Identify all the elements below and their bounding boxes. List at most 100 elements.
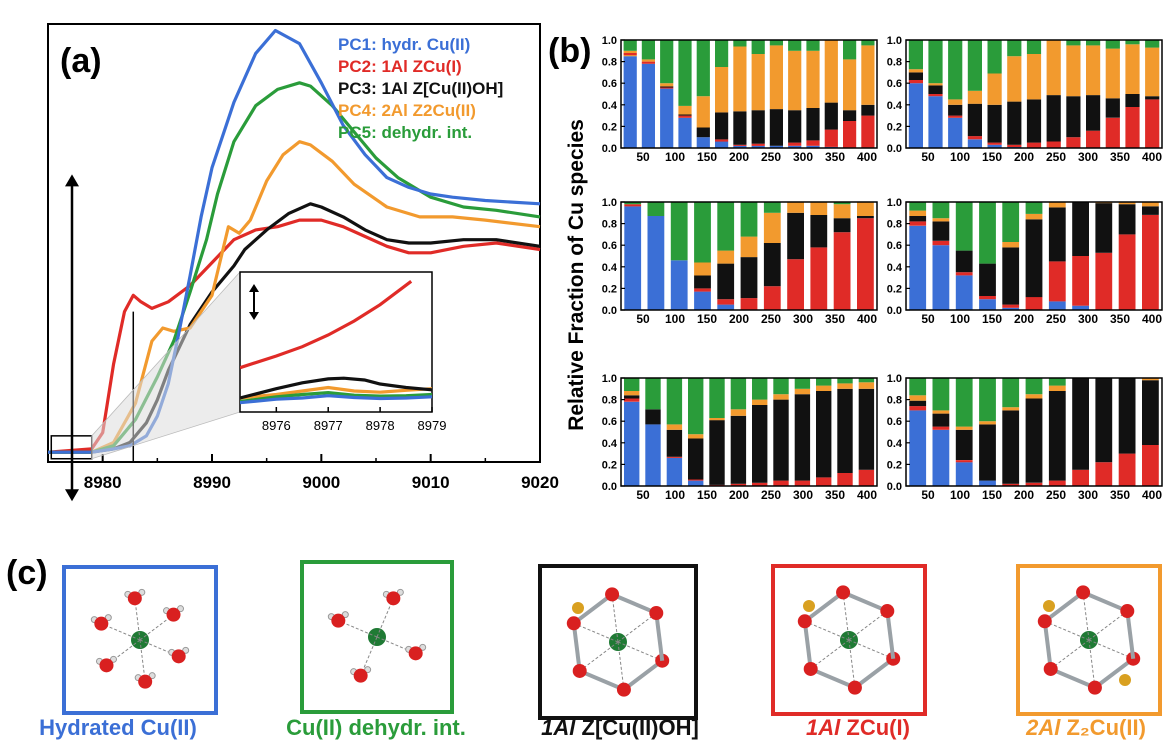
- bar-segment-pc4: [788, 50, 802, 111]
- bar-segment-pc1: [717, 304, 735, 310]
- bar-segment-pc4: [1007, 56, 1022, 102]
- x-tick-label: 50: [636, 150, 650, 164]
- bar-segment-pc3: [1002, 247, 1020, 305]
- y-tick-label: 0.0: [887, 305, 902, 317]
- bar-segment-pc1: [909, 410, 927, 486]
- x-tick-label: 8990: [193, 473, 231, 492]
- bar-segment-pc2: [861, 115, 875, 148]
- bar-segment-pc5: [740, 202, 758, 237]
- aluminum-atom: [572, 602, 584, 614]
- x-tick-label: 250: [1046, 150, 1066, 164]
- bar-segment-pc3: [1046, 95, 1061, 142]
- bar-segment-pc3: [824, 102, 838, 130]
- bar-segment-pc3: [1025, 219, 1043, 298]
- bar-segment-pc5: [1105, 40, 1120, 49]
- bar-segment-pc5: [647, 202, 665, 216]
- bar-segment-pc2: [1145, 99, 1160, 148]
- x-tick-label: 300: [793, 488, 813, 502]
- bar-segment-pc3: [1048, 391, 1066, 481]
- bar-segment-pc1: [641, 63, 655, 148]
- bar-segment-pc4: [1002, 407, 1020, 411]
- x-tick-label: 200: [729, 150, 749, 164]
- bond: [617, 641, 663, 662]
- bar-segment-pc2: [909, 221, 927, 226]
- bar-segment-pc2: [1105, 117, 1120, 148]
- hydrogen-atom: [182, 646, 190, 654]
- y-tick-label: 0.0: [887, 481, 902, 493]
- bar-segment-pc1: [955, 275, 973, 310]
- bar-segment-pc3: [955, 250, 973, 273]
- x-tick-label: 200: [729, 312, 749, 326]
- inset-x-tick-label: 8979: [418, 418, 447, 433]
- bar-segment-pc4: [1066, 45, 1081, 97]
- bar-segment-pc3: [816, 391, 832, 478]
- scale-bar-arrow-up: [65, 174, 79, 187]
- bar-segment-pc5: [773, 378, 789, 395]
- x-tick-label: 200: [1014, 488, 1034, 502]
- bar-segment-pc4: [1145, 47, 1160, 97]
- framework-bond: [802, 621, 813, 670]
- x-tick-label: 50: [636, 488, 650, 502]
- bar-segment-pc3: [858, 388, 875, 470]
- bar-segment-pc4: [787, 202, 804, 213]
- bar-segment-pc2: [1118, 453, 1136, 486]
- bar-segment-pc3: [751, 110, 765, 144]
- bar-segment-pc2: [932, 426, 950, 430]
- bar-segment-pc5: [987, 40, 1002, 74]
- structure-label-italic: 1Al: [806, 715, 841, 740]
- bond: [617, 641, 625, 690]
- bar-segment-pc3: [1025, 398, 1043, 483]
- bar-segment-pc1: [660, 88, 674, 148]
- bond: [1088, 639, 1134, 660]
- bar-segment-pc2: [1002, 304, 1020, 308]
- structure-0: Hydrated Cu(II): [39, 565, 218, 740]
- y-tick-label: 1.0: [887, 35, 902, 47]
- y-tick-label: 0.6: [887, 240, 902, 252]
- bar-segment-pc4: [678, 105, 692, 115]
- structure-1: Cu(II) dehydr. int.: [286, 560, 466, 740]
- inset-line-pc3: [240, 376, 432, 400]
- bar-segment-pc4: [909, 210, 927, 216]
- structure-label: Cu(II) dehydr. int.: [286, 715, 466, 740]
- panel-c-label: (c): [6, 554, 48, 592]
- bar-segment-pc2: [1026, 142, 1042, 148]
- x-tick-label: 50: [921, 488, 935, 502]
- hydrogen-atom: [138, 588, 146, 596]
- oxygen-atom: [1087, 680, 1102, 695]
- bar-segment-pc5: [645, 378, 661, 410]
- subplot-5: 0.0 0.2 0.4 0.6 0.8 1.0 50 100 150 200 250 300 350 40…: [887, 373, 1163, 502]
- bond: [1082, 592, 1090, 641]
- bar-segment-pc5: [1125, 40, 1140, 45]
- y-tick-label: 0.0: [887, 143, 902, 155]
- framework-bond: [853, 657, 895, 690]
- bar-segment-pc1: [932, 245, 950, 310]
- inset-scale-arrow-up: [249, 284, 259, 292]
- bar-segment-pc1: [1072, 305, 1089, 310]
- bar-segment-pc2: [1002, 483, 1020, 486]
- bond: [617, 612, 657, 643]
- bar-segment-pc3: [1118, 204, 1136, 235]
- bar-segment-pc2: [740, 298, 758, 310]
- bar-segment-pc2: [678, 115, 692, 118]
- bar-segment-pc5: [752, 378, 768, 400]
- y-tick-label: 1.0: [602, 373, 617, 385]
- bar-segment-pc4: [948, 99, 963, 105]
- y-tick-label: 0.8: [887, 219, 902, 231]
- bond: [579, 641, 619, 672]
- bar-segment-pc4: [1105, 48, 1120, 99]
- structure-label-text: Cu(II) dehydr. int.: [286, 715, 466, 740]
- framework-bond: [1049, 667, 1096, 690]
- bond: [1088, 639, 1096, 688]
- bond: [1044, 620, 1090, 641]
- framework-bond: [622, 659, 664, 692]
- bar-segment-pc4: [769, 45, 783, 110]
- bar-segment-pc3: [1007, 101, 1022, 145]
- bar-segment-pc5: [717, 202, 735, 251]
- bar-segment-pc5: [1086, 40, 1101, 46]
- x-tick-label: 300: [793, 150, 813, 164]
- y-tick-label: 0.8: [602, 219, 617, 231]
- bar-segment-pc3: [740, 257, 758, 299]
- bar-segment-pc4: [987, 73, 1002, 105]
- bar-segment-pc3: [715, 112, 729, 140]
- bar-segment-pc4: [824, 40, 838, 103]
